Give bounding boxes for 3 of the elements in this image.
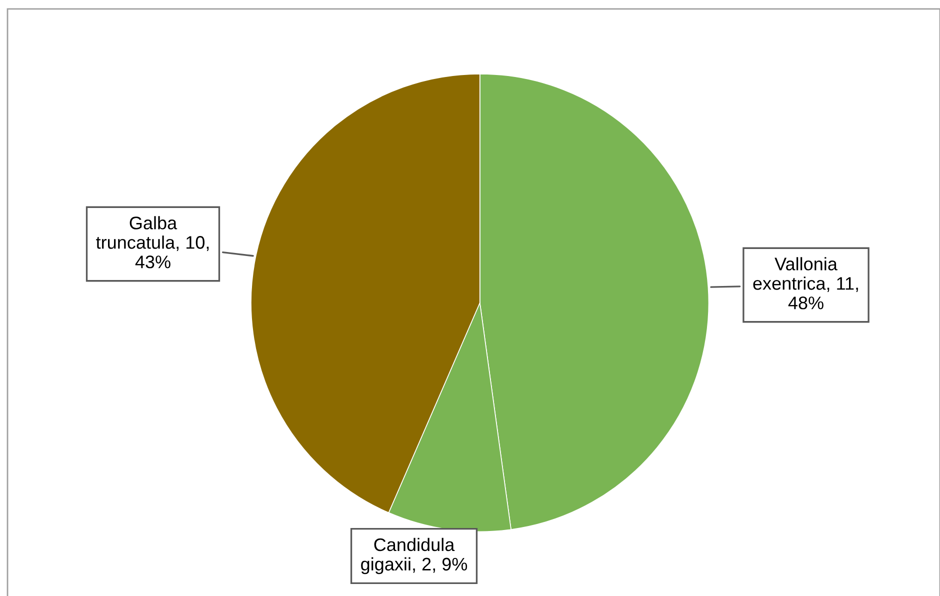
slice-label: Vallonia exentrica, 11, 48% [753,257,858,310]
slice-label: Galba truncatula, 10, 43% [96,216,209,268]
slice-label: Candidula gigaxii, 2, 9% [361,538,468,574]
